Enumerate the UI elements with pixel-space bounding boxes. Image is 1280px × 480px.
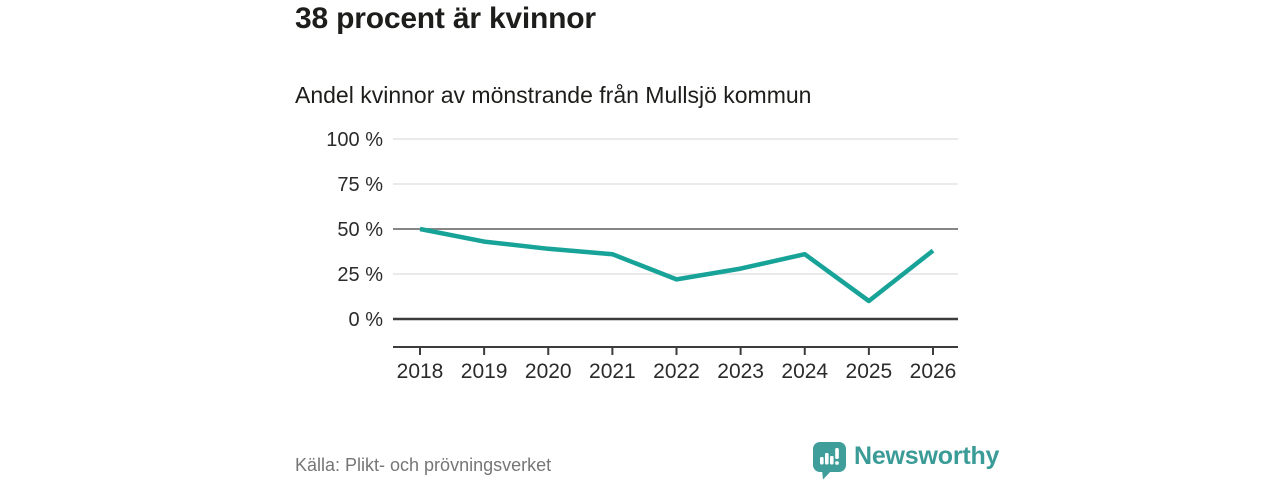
newsworthy-logo-text: Newsworthy (854, 442, 1000, 470)
x-axis-tick-label: 2024 (781, 360, 828, 383)
chart-subtitle: Andel kvinnor av mönstrande från Mullsjö… (295, 82, 812, 108)
x-axis-tick-label: 2020 (525, 360, 572, 383)
line-chart: 0 % 25 % 50 % 75 % 100 % 2018 2019 2020 2021 2022… (326, 129, 958, 383)
y-axis-tick-label: 100 % (326, 129, 383, 151)
x-axis-tick-label: 2025 (846, 360, 893, 383)
x-axis-tick-label: 2018 (397, 360, 444, 383)
newsworthy-logo: Newsworthy (812, 441, 999, 480)
x-axis-tick-label: 2019 (461, 360, 508, 383)
source-note: Källa: Plikt- och prövningsverket (295, 455, 552, 475)
chart-title: 38 procent är kvinnor (295, 2, 596, 35)
x-axis-tick-label: 2022 (653, 360, 700, 383)
x-axis-tick-label: 2021 (589, 360, 636, 383)
data-line-series (419, 226, 935, 304)
x-axis-tick-label: 2023 (717, 360, 764, 383)
y-axis-tick-label: 50 % (337, 219, 383, 241)
y-axis-tick-label: 25 % (337, 264, 383, 286)
y-axis-tick-label: 75 % (337, 174, 383, 196)
newsworthy-logo-icon (813, 442, 846, 480)
y-axis-tick-label: 0 % (349, 309, 384, 331)
x-axis-tick-label: 2026 (910, 360, 957, 383)
